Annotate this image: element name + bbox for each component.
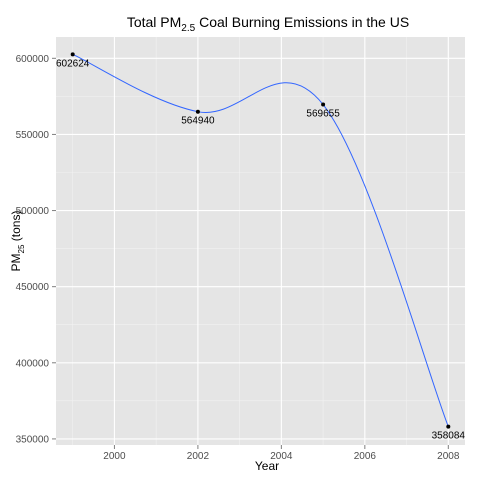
data-labels: 602624 564940 569655 358084: [56, 58, 465, 441]
major-grid: [56, 37, 465, 445]
x-tick-label: 2004: [270, 451, 293, 462]
chart-title: Total PM2.5 Coal Burning Emissions in th…: [127, 14, 409, 34]
y-axis-ticks: 350000 400000 450000 500000 550000 600000: [16, 54, 56, 445]
data-points: [70, 52, 451, 429]
x-axis-title: Year: [255, 459, 279, 473]
x-axis-ticks: 2000 2002 2004 2006 2008: [103, 445, 460, 462]
y-tick-label: 400000: [16, 358, 50, 369]
data-label: 358084: [432, 431, 466, 442]
data-point: [321, 102, 326, 107]
y-tick-label: 350000: [16, 434, 50, 445]
y-axis-title: PM25 (tons): [9, 211, 26, 272]
series-line: [72, 53, 449, 427]
data-point: [70, 52, 75, 57]
data-label: 564940: [181, 116, 215, 127]
y-tick-label: 550000: [16, 130, 50, 141]
plot-panel: [56, 37, 465, 445]
y-tick-label: 600000: [16, 54, 50, 65]
data-label: 569655: [306, 109, 340, 120]
y-tick-label: 450000: [16, 282, 50, 293]
data-point: [195, 109, 200, 114]
data-point: [446, 424, 451, 429]
y-tick-label: 500000: [16, 206, 50, 217]
x-tick-label: 2000: [103, 451, 126, 462]
data-label: 602624: [56, 58, 90, 69]
x-tick-label: 2008: [437, 451, 460, 462]
x-tick-label: 2002: [187, 451, 210, 462]
x-tick-label: 2006: [354, 451, 377, 462]
